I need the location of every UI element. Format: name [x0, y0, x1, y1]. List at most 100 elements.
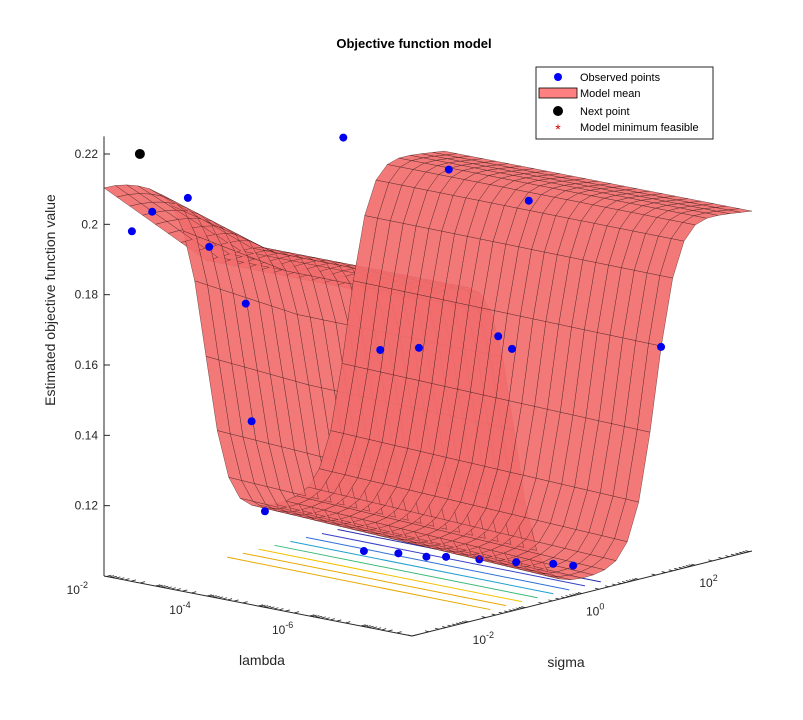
- z-tick-label: 0.18: [75, 288, 99, 302]
- lambda-axis-label: lambda: [239, 652, 285, 668]
- legend-entry-model-mean: Model mean: [538, 87, 641, 100]
- sigma-minor-tick: [604, 585, 610, 588]
- lambda-minor-tick: [206, 594, 212, 597]
- lambda-minor-tick: [284, 609, 290, 612]
- sigma-minor-tick: [459, 621, 464, 624]
- lambda-minor-tick: [273, 607, 279, 610]
- sigma-minor-tick: [668, 569, 673, 572]
- lambda-minor-tick: [155, 584, 161, 587]
- next-point: [134, 148, 145, 159]
- sigma-minor-tick: [612, 583, 617, 586]
- observed-point: [444, 165, 453, 174]
- lambda-tick-label: 10-4: [169, 600, 190, 617]
- sigma-minor-tick: [718, 557, 723, 559]
- observed-point: [422, 552, 431, 561]
- sigma-minor-tick: [455, 622, 460, 625]
- lambda-minor-tick: [211, 595, 217, 598]
- lambda-minor-tick: [362, 624, 369, 627]
- floor-contours: [227, 529, 601, 611]
- lambda-minor-tick: [163, 585, 169, 588]
- observed-point: [359, 547, 368, 556]
- sigma-minor-tick: [560, 596, 566, 599]
- legend-label-next-point: Next point: [580, 106, 630, 118]
- lambda-minor-tick: [365, 625, 371, 628]
- lambda-minor-tick: [278, 608, 284, 611]
- sigma-minor-tick: [464, 620, 469, 623]
- sigma-minor-tick: [688, 564, 693, 567]
- lambda-minor-tick: [130, 579, 136, 582]
- lambda-minor-tick: [182, 589, 188, 592]
- sigma-minor-tick: [651, 573, 656, 576]
- lambda-minor-tick: [336, 619, 342, 622]
- sigma-minor-tick: [491, 613, 496, 616]
- sigma-minor-tick: [631, 578, 637, 581]
- sigma-minor-tick: [682, 565, 687, 568]
- legend-label-model-min: Model minimum feasible: [580, 122, 699, 134]
- observed-point: [127, 227, 136, 236]
- model-mean-patch-icon: [538, 87, 578, 99]
- lambda-minor-tick: [191, 591, 197, 594]
- next-point-marker-icon: [553, 106, 563, 116]
- sigma-minor-tick: [634, 577, 639, 580]
- sigma-minor-tick: [565, 595, 570, 598]
- lambda-minor-tick: [317, 615, 323, 618]
- observed-point: [394, 549, 403, 558]
- lambda-minor-tick: [314, 615, 320, 618]
- sigma-tick-label: 100: [586, 602, 604, 619]
- sigma-minor-tick: [594, 587, 600, 590]
- lambda-minor-tick: [208, 594, 215, 597]
- sigma-minor-tick: [461, 621, 467, 623]
- lambda-minor-tick: [106, 574, 112, 577]
- observed-point: [494, 332, 503, 341]
- z-tick-labels: 0.12 0.14 0.16 0.18 0.2 0.22: [75, 147, 99, 513]
- observed-point: [260, 507, 269, 516]
- lambda-minor-tick: [309, 614, 315, 617]
- sigma-minor-tick: [481, 616, 486, 618]
- sigma-minor-tick: [661, 571, 666, 573]
- sigma-minor-tick: [735, 552, 740, 555]
- lambda-minor-tick: [166, 586, 172, 589]
- chart-title: Objective function model: [336, 36, 491, 51]
- asterisk-marker-icon: *: [555, 121, 561, 137]
- observed-marker-icon: [554, 73, 562, 81]
- lambda-tick-label: 10-6: [272, 620, 293, 637]
- legend-entry-model-min: * Model minimum feasible: [555, 121, 698, 137]
- lambda-minor-tick: [160, 585, 166, 588]
- sigma-minor-tick: [508, 609, 513, 612]
- sigma-minor-tick: [617, 582, 622, 584]
- sigma-minor-tick: [730, 553, 736, 556]
- lambda-minor-tick: [124, 578, 130, 581]
- sigma-minor-tick: [575, 592, 580, 595]
- z-tick-label: 0.2: [81, 217, 98, 231]
- observed-point: [549, 559, 558, 568]
- legend-entry-next-point: Next point: [553, 106, 630, 118]
- lambda-minor-tick: [260, 604, 266, 607]
- sigma-minor-tick: [442, 626, 447, 628]
- sigma-minor-tick: [555, 597, 560, 600]
- sigma-minor-tick: [498, 611, 503, 614]
- sigma-minor-tick: [569, 594, 574, 597]
- model-minimum-point: *: [477, 551, 483, 567]
- observed-point: [339, 133, 348, 142]
- sigma-minor-tick: [447, 624, 452, 627]
- lambda-minor-tick: [175, 588, 181, 591]
- sigma-tick-label: 10-2: [473, 630, 494, 647]
- sigma-minor-tick: [678, 566, 683, 569]
- observed-point: [414, 343, 423, 352]
- lambda-minor-tick: [157, 584, 163, 587]
- lambda-tick-labels: 10-2 10-4 10-6: [67, 580, 294, 637]
- sigma-minor-tick: [725, 555, 730, 558]
- lambda-minor-tick: [226, 598, 233, 601]
- lambda-minor-tick: [371, 626, 378, 629]
- observed-point: [569, 561, 578, 570]
- sigma-minor-tick: [745, 550, 750, 553]
- observed-point: [247, 417, 256, 426]
- lambda-minor-tick: [262, 605, 269, 608]
- observed-points: *: [127, 133, 666, 570]
- lambda-minor-tick: [269, 606, 275, 609]
- lambda-minor-tick: [214, 595, 220, 598]
- sigma-axis-label: sigma: [547, 654, 585, 670]
- lambda-minor-tick: [233, 599, 239, 602]
- lambda-minor-tick: [376, 627, 382, 630]
